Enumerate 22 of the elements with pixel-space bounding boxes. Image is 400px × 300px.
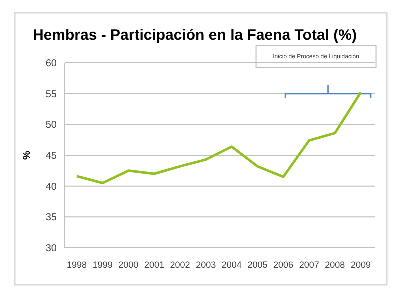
x-tick-label: 1999	[92, 260, 113, 270]
y-tick-label: 30	[46, 244, 58, 254]
line-series	[76, 91, 362, 184]
x-tick-label: 2006	[274, 260, 294, 270]
x-tick-label: 2001	[144, 260, 164, 270]
y-tick-label: 50	[46, 120, 58, 132]
y-tick-label: 60	[46, 58, 58, 70]
x-tick-label: 2007	[299, 260, 320, 270]
y-tick-label: 45	[46, 151, 58, 162]
y-axis-title: %	[22, 150, 33, 160]
chart-title: Hembras - Participación en la Faena Total (%)	[33, 27, 357, 44]
x-tick-label: 2005	[248, 260, 268, 270]
x-tick-label: 2003	[196, 260, 216, 270]
x-tick-label: 2000	[118, 260, 139, 270]
y-tick-label: 55	[46, 89, 58, 100]
x-tick-label: 2008	[325, 260, 346, 270]
x-tick-label: 2009	[350, 260, 372, 270]
x-tick-label: 2004	[222, 260, 242, 270]
y-tick-label: 35	[46, 212, 58, 224]
x-tick-label: 2002	[170, 260, 190, 270]
y-tick-label: 40	[46, 182, 58, 193]
x-tick-label: 1998	[66, 260, 88, 270]
